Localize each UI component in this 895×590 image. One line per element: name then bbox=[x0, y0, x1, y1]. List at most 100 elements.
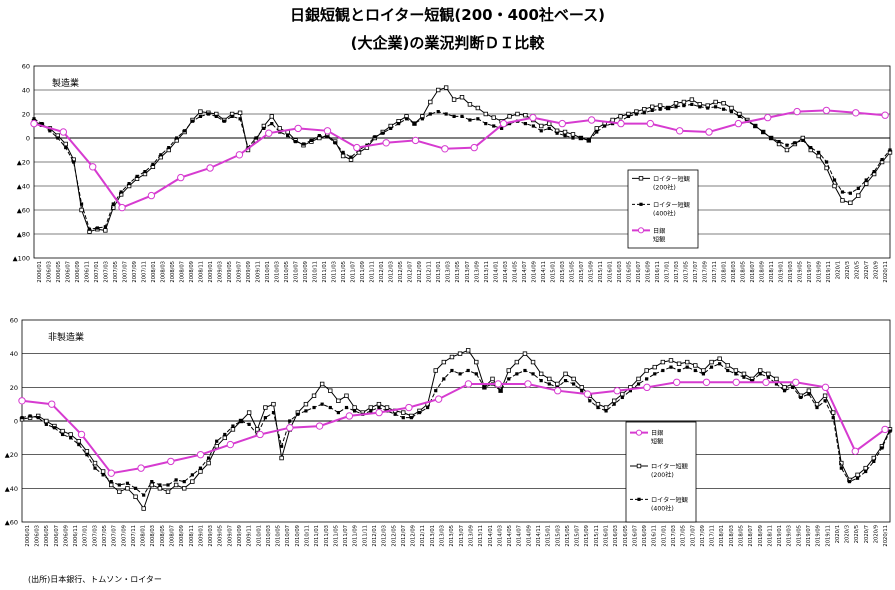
x-tick-label: 2015/03 bbox=[560, 261, 566, 283]
x-tick-label: 2014/05 bbox=[507, 525, 513, 547]
tankan-point bbox=[294, 124, 302, 133]
x-tick-label: 2007/09 bbox=[132, 261, 138, 283]
reuters-400-point bbox=[95, 226, 100, 230]
x-tick-label: 2012/03 bbox=[382, 525, 388, 547]
x-tick-label: 2019/05 bbox=[798, 261, 804, 283]
reuters-400-point bbox=[417, 410, 422, 415]
reuters-200-point bbox=[384, 405, 390, 410]
reuters-400-point bbox=[645, 377, 649, 381]
x-tick-label: 2013/05 bbox=[449, 525, 455, 547]
reuters-400-point bbox=[777, 140, 781, 144]
reuters-400-point bbox=[344, 405, 349, 410]
x-tick-label: 2008/05 bbox=[160, 525, 166, 547]
reuters-400-point bbox=[782, 389, 787, 393]
y-tick-label: ▲60 bbox=[17, 207, 30, 215]
x-tick-label: 2009/07 bbox=[236, 261, 242, 283]
x-tick-label: 2020/3 bbox=[845, 261, 851, 279]
y-tick-label: 40 bbox=[10, 350, 18, 358]
reuters-400-point bbox=[175, 136, 179, 140]
reuters-200-point bbox=[84, 449, 90, 454]
reuters-400-point bbox=[198, 466, 203, 470]
tankan-point bbox=[822, 106, 831, 115]
tankan-point bbox=[118, 203, 126, 212]
tankan-point bbox=[617, 119, 625, 128]
x-tick-label: 2018/07 bbox=[748, 525, 754, 547]
reuters-400-point bbox=[628, 389, 633, 393]
reuters-400-point bbox=[791, 385, 795, 389]
reuters-200-point bbox=[515, 111, 520, 117]
reuters-200-point bbox=[340, 153, 346, 159]
x-tick-label: 2007/07 bbox=[122, 261, 128, 283]
reuters-400-point bbox=[832, 178, 837, 182]
x-tick-label: 2012/01 bbox=[372, 525, 378, 547]
reuters-200-point bbox=[668, 358, 674, 363]
tankan-point bbox=[646, 119, 655, 128]
tankan-point bbox=[675, 127, 684, 135]
x-tick-label: 2016/11 bbox=[655, 261, 661, 283]
x-tick-label: 2012/09 bbox=[417, 261, 423, 283]
tankan-point bbox=[705, 128, 713, 136]
legend-label: ロイター短観 bbox=[651, 463, 688, 471]
reuters-200-point bbox=[539, 123, 544, 129]
reuters-400-point bbox=[523, 122, 528, 126]
x-tick-label: 2013/03 bbox=[446, 261, 452, 283]
x-tick-label: 2019/03 bbox=[787, 525, 793, 547]
reuters-200-point bbox=[428, 99, 433, 105]
reuters-400-point bbox=[579, 136, 583, 140]
x-tick-label: 2020/11 bbox=[883, 261, 889, 283]
x-tick-label: 2017/07 bbox=[690, 525, 696, 547]
reuters-200-point bbox=[457, 351, 463, 356]
tankan-point bbox=[107, 469, 115, 477]
reuters-400-point bbox=[286, 134, 290, 138]
reuters-400-point bbox=[677, 368, 681, 373]
x-tick-label: 2012/01 bbox=[379, 261, 385, 283]
reuters-200-point bbox=[766, 371, 771, 377]
x-tick-label: 2015/07 bbox=[575, 525, 581, 547]
x-tick-label: 2020/5 bbox=[854, 525, 860, 543]
legend-label: ロイター短観 bbox=[653, 201, 690, 209]
x-tick-label: 2010/11 bbox=[313, 261, 319, 283]
tankan-point bbox=[375, 408, 383, 417]
tankan-point bbox=[256, 430, 264, 439]
reuters-400-point bbox=[872, 170, 876, 174]
reuters-400-point bbox=[60, 432, 65, 437]
reuters-400-point bbox=[174, 478, 178, 482]
legend-label: 短観 bbox=[653, 235, 665, 243]
reuters-400-point bbox=[336, 410, 340, 415]
reuters-400-point bbox=[167, 146, 171, 150]
reuters-200-point bbox=[717, 356, 722, 361]
reuters-400-point bbox=[182, 480, 186, 484]
reuters-400-point bbox=[580, 389, 584, 393]
reuters-200-point bbox=[701, 368, 706, 373]
reuters-200-point bbox=[721, 101, 726, 106]
reuters-200-point bbox=[831, 410, 836, 415]
x-tick-label: 2011/03 bbox=[324, 525, 330, 547]
x-tick-label: 2019/09 bbox=[817, 261, 823, 283]
x-tick-label: 2011/11 bbox=[370, 261, 376, 283]
reuters-400-point bbox=[312, 405, 316, 410]
x-tick-label: 2013/11 bbox=[478, 525, 484, 547]
x-tick-label: 2007/03 bbox=[92, 525, 98, 547]
reuters-400-point bbox=[460, 114, 464, 118]
reuters-200-point bbox=[490, 376, 495, 382]
reuters-400-point bbox=[48, 129, 52, 133]
y-tick-label: 0 bbox=[26, 135, 30, 143]
reuters-400-point bbox=[72, 160, 76, 164]
reuters-200-point bbox=[459, 95, 465, 100]
x-tick-label: 2017/01 bbox=[664, 261, 670, 283]
reuters-400-point bbox=[426, 405, 430, 410]
x-tick-label: 2007/09 bbox=[121, 525, 127, 547]
reuters-400-point bbox=[610, 122, 615, 126]
reuters-400-point bbox=[682, 104, 686, 108]
reuters-400-point bbox=[734, 372, 738, 376]
reuters-200-point bbox=[864, 181, 869, 186]
reuters-200-point bbox=[44, 418, 49, 424]
x-tick-label: 2008/07 bbox=[169, 525, 175, 547]
reuters-400-point bbox=[801, 138, 805, 142]
reuters-400-point bbox=[159, 153, 163, 157]
tankan-point bbox=[851, 447, 859, 455]
tankan-point bbox=[18, 397, 26, 405]
x-tick-label: 2010/07 bbox=[285, 525, 291, 547]
reuters-400-point bbox=[888, 429, 892, 433]
reuters-200-point bbox=[475, 105, 481, 111]
